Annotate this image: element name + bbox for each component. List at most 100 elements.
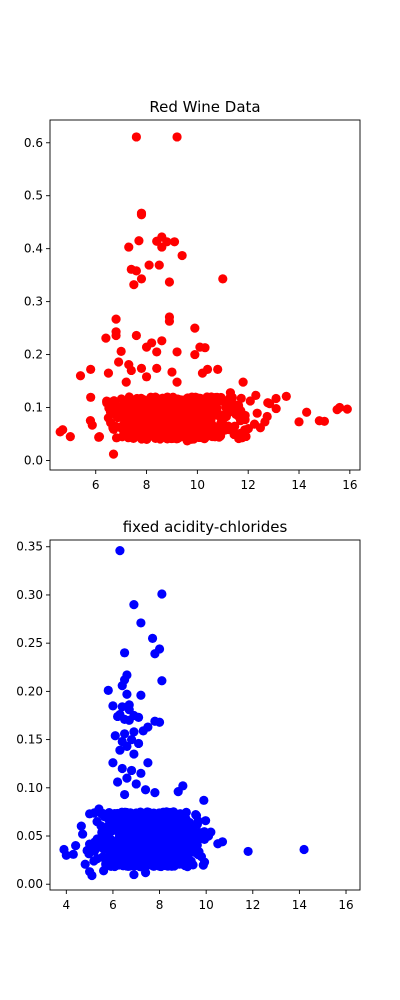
data-point [162, 399, 173, 409]
data-point [76, 821, 86, 831]
x-axis: 6 8 10 12 14 16 [92, 470, 357, 492]
scatter-points [55, 132, 352, 459]
data-point [131, 266, 141, 276]
data-point [130, 833, 140, 843]
data-point [342, 404, 352, 414]
data-point [129, 600, 139, 610]
data-point [263, 398, 273, 408]
y-tick-label: 0.20 [16, 684, 43, 698]
data-point [252, 408, 262, 418]
data-point [159, 428, 170, 438]
data-point [75, 371, 86, 381]
data-point [112, 777, 123, 787]
data-point [86, 392, 96, 402]
data-point [112, 711, 123, 722]
data-point [204, 427, 214, 437]
data-point [150, 649, 160, 659]
y-tick-label: 0.15 [16, 733, 43, 747]
data-point [144, 260, 154, 270]
data-point [218, 274, 228, 284]
data-point [128, 844, 138, 854]
data-point [127, 415, 137, 425]
data-point [152, 363, 162, 373]
data-point [168, 822, 179, 832]
data-point [201, 403, 211, 413]
x-axis: 4 6 8 10 12 14 16 [62, 890, 354, 912]
data-point [142, 396, 152, 406]
data-point [92, 834, 102, 844]
data-point [143, 758, 153, 768]
data-point [115, 546, 125, 556]
data-point [130, 809, 140, 819]
data-point [78, 829, 88, 839]
data-point [120, 423, 131, 433]
data-point [134, 857, 144, 867]
data-point [172, 814, 182, 824]
data-point [111, 330, 121, 341]
y-tick-label: 0.10 [16, 781, 43, 795]
data-point [104, 825, 114, 835]
data-point [115, 857, 126, 868]
data-point [271, 393, 281, 404]
x-tick-label: 4 [62, 898, 70, 912]
data-point [84, 839, 95, 849]
x-tick-label: 6 [109, 898, 117, 912]
y-axis: 0.0 0.1 0.2 0.3 0.4 0.5 0.6 [24, 136, 50, 467]
data-point [164, 277, 175, 287]
data-point [108, 758, 118, 768]
data-point [116, 346, 126, 356]
data-point [157, 336, 167, 346]
data-point [177, 250, 187, 261]
data-point [233, 401, 243, 411]
data-point [140, 785, 151, 795]
data-point [129, 432, 139, 442]
data-point [103, 368, 114, 378]
data-point [92, 817, 102, 827]
data-point [58, 425, 68, 435]
data-point [147, 633, 158, 643]
axes-frame [49, 119, 361, 471]
y-tick-label: 0.6 [24, 136, 43, 150]
data-point [122, 773, 132, 783]
data-point [126, 365, 136, 376]
scatter-points [59, 546, 309, 881]
data-point [183, 859, 193, 869]
data-point [221, 402, 231, 412]
data-point [129, 869, 139, 880]
data-point [188, 821, 199, 832]
data-point [117, 680, 127, 691]
y-tick-label: 0.00 [16, 877, 43, 891]
data-point [271, 403, 281, 414]
data-point [119, 729, 130, 739]
data-point [182, 427, 192, 437]
x-tick-label: 10 [199, 898, 214, 912]
data-point [80, 859, 90, 869]
data-point [172, 412, 182, 422]
data-point [140, 868, 151, 878]
data-point [196, 427, 207, 437]
data-point [138, 726, 148, 736]
data-point [196, 851, 207, 862]
x-tick-label: 6 [92, 478, 100, 492]
x-tick-label: 8 [156, 898, 164, 912]
data-point [150, 840, 160, 850]
data-point [126, 765, 137, 776]
data-point [124, 242, 134, 252]
data-point [87, 420, 97, 430]
data-point [133, 825, 143, 835]
data-point [332, 405, 342, 415]
y-tick-label: 0.3 [24, 295, 43, 309]
data-point [154, 260, 164, 270]
data-point [89, 846, 100, 856]
data-point [137, 811, 148, 821]
data-point [213, 364, 223, 374]
data-point [121, 377, 131, 387]
data-point [105, 397, 115, 407]
x-tick-label: 12 [241, 478, 256, 492]
data-point [149, 406, 160, 417]
data-point [111, 314, 121, 324]
data-point [136, 690, 146, 700]
data-point [185, 841, 196, 851]
data-point [106, 856, 116, 866]
